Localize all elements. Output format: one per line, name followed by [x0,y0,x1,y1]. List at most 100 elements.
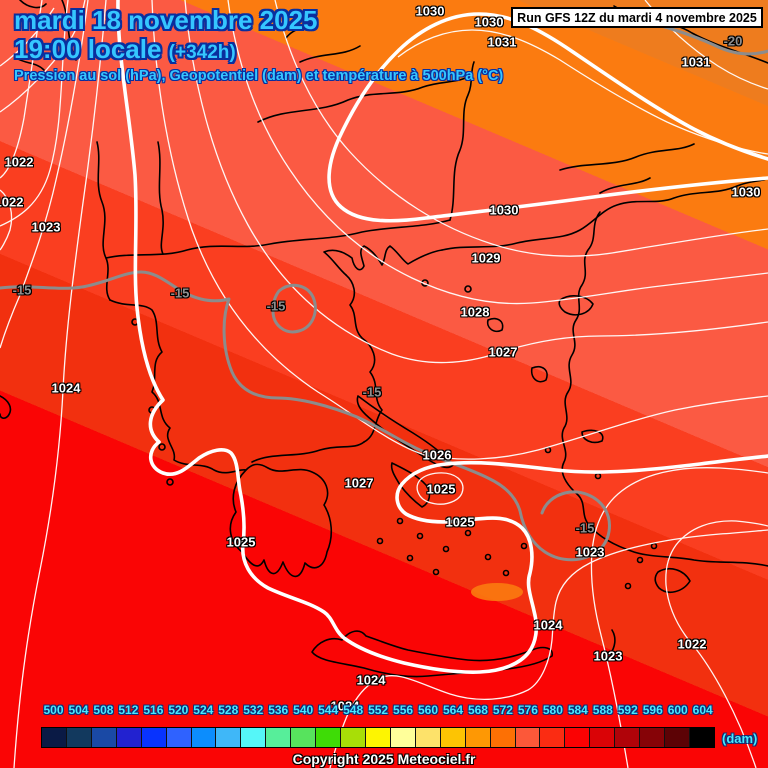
isobar-label: 1026 [422,447,452,463]
isobar-label: 1031 [487,34,517,50]
legend-color-cell [116,728,142,747]
legend-color-cell [166,728,192,747]
legend-value: 504 [68,703,89,717]
model-run-box: Run GFS 12Z du mardi 4 novembre 2025 [511,7,763,28]
legend-value: 596 [642,703,663,717]
isobar-label: 1025 [445,514,475,530]
isobar-contours-thick [116,0,768,674]
local-time: 19:00 locale [14,33,162,64]
legend-color-cell [390,728,416,747]
date-line: mardi 18 novembre 2025 [14,5,318,35]
legend-value: 536 [268,703,289,717]
legend-value: 512 [118,703,139,717]
legend-value: 508 [93,703,114,717]
legend-value: 588 [592,703,613,717]
isotherm-label: -15 [170,285,190,301]
legend-value: 548 [343,703,364,717]
legend-color-cell [440,728,466,747]
isobar-label: 1028 [460,304,490,320]
isobar-label: 1023 [31,219,61,235]
legend-color-cell [465,728,491,747]
legend-scale-labels: 500 504 508 512 516 520 524 528 532 536 540 544 548 5… [41,703,715,717]
legend-color-cell [615,728,641,747]
legend-value: 552 [368,703,389,717]
legend-value: 576 [517,703,538,717]
isotherm-label: -15 [12,282,32,298]
model-run-text: Run GFS 12Z du mardi 4 novembre 2025 [517,10,757,25]
legend-color-cell [66,728,92,747]
legend-color-cell [689,728,714,747]
isobar-label: 1027 [344,475,374,491]
isobar-label: 1027 [488,344,518,360]
legend-unit: (dam) [722,731,758,746]
legend-color-cell [241,728,267,747]
isobar-label: 1030 [474,14,504,30]
isotherm-contours [0,18,768,562]
map-subtitle: Pression au sol (hPa), Geopotentiel (dam… [14,68,504,84]
legend-color-cell [291,728,317,747]
legend-value: 592 [617,703,638,717]
isobar-label: 1024 [330,698,360,714]
isotherm-label: -15 [575,520,595,536]
legend-value: 520 [168,703,189,717]
isobar-label: 1024 [356,672,386,688]
legend-value: 524 [193,703,214,717]
isobar-label: 1023 [575,544,605,560]
legend-value: 604 [692,703,713,717]
isobar-label: 1022 [4,154,34,170]
copyright: Copyright 2025 Meteociel.fr [292,751,476,767]
isobar-label: 1022 [0,194,24,210]
legend-color-cell [42,728,67,747]
legend-color-cell [91,728,117,747]
legend-value: 500 [43,703,64,717]
isobar-label: 1023 [593,648,623,664]
legend-value: 568 [467,703,488,717]
isobar-label: 1025 [226,534,256,550]
legend-value: 580 [542,703,563,717]
header: mardi 18 novembre 2025 19:00 locale (+34… [14,6,318,63]
legend-value: 544 [318,703,339,717]
isobar-label: 1031 [681,54,711,70]
legend-color-cell [640,728,666,747]
legend-value: 532 [243,703,264,717]
legend-color-cell [415,728,441,747]
isotherm-label: -20 [723,33,743,49]
legend-color-cell [266,728,292,747]
isobar-label: 1030 [731,184,761,200]
legend-value: 528 [218,703,239,717]
legend-color-cell [665,728,690,747]
legend-value: 572 [492,703,513,717]
legend-color-cell [141,728,167,747]
legend-color-cell [316,728,342,747]
legend-color-cell [565,728,591,747]
legend-color-cell [515,728,541,747]
legend-color-bar [41,727,715,748]
legend-color-cell [216,728,242,747]
legend-value: 600 [667,703,688,717]
isobar-label: 1029 [471,250,501,266]
legend-value: 564 [442,703,463,717]
legend-value: 516 [143,703,164,717]
legend-value: 560 [418,703,439,717]
legend-color-cell [590,728,616,747]
isobar-label: 1022 [677,636,707,652]
isotherm-label: -15 [266,298,286,314]
forecast-offset: (+342h) [168,41,236,63]
isobar-label: 1024 [51,380,81,396]
legend-color-cell [365,728,391,747]
legend-color-cell [341,728,366,747]
isobar-label: 1030 [489,202,519,218]
isobar-label: 1024 [533,617,563,633]
isotherm-label: -15 [362,384,382,400]
coastlines [0,0,768,678]
geopotential-warm-blob [471,583,523,601]
isobar-label: 1030 [415,3,445,19]
legend-color-cell [540,728,566,747]
legend-color-cell [191,728,217,747]
legend-color-cell [490,728,516,747]
legend-value: 584 [567,703,588,717]
legend-value: 540 [293,703,314,717]
